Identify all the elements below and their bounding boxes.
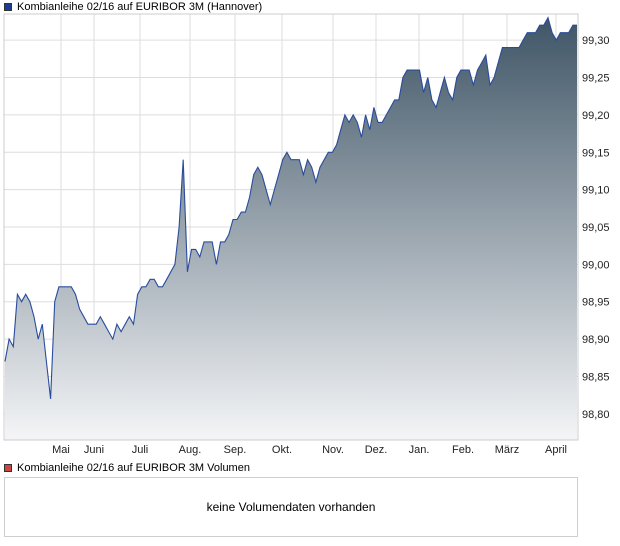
- x-axis-ticks: Mai Juni Juli Aug. Sep. Okt. Nov. Dez. Jan. Feb. M…: [52, 444, 567, 456]
- volume-panel: keine Volumendaten vorhanden: [4, 477, 578, 537]
- y-tick-label: 98,85: [582, 371, 610, 383]
- volume-legend: Kombianleihe 02/16 auf EURIBOR 3M Volume…: [4, 461, 250, 475]
- volume-empty-message: keine Volumendaten vorhanden: [206, 500, 376, 514]
- y-tick-label: 99,10: [582, 185, 610, 197]
- x-tick-label: Dez.: [365, 444, 388, 456]
- x-tick-label: Sep.: [224, 444, 247, 456]
- price-legend: Kombianleihe 02/16 auf EURIBOR 3M (Hanno…: [4, 0, 262, 14]
- x-tick-label: Nov.: [322, 444, 344, 456]
- y-tick-label: 99,30: [582, 35, 610, 47]
- y-tick-label: 98,90: [582, 334, 610, 346]
- x-tick-label: April: [545, 444, 567, 456]
- watermark-text: Ak: [190, 193, 222, 220]
- volume-legend-swatch: [4, 464, 12, 472]
- volume-legend-label: Kombianleihe 02/16 auf EURIBOR 3M Volume…: [17, 462, 250, 474]
- y-tick-label: 99,20: [582, 110, 610, 122]
- x-tick-label: Feb.: [452, 444, 474, 456]
- y-tick-label: 98,95: [582, 297, 610, 309]
- y-tick-label: 99,05: [582, 222, 610, 234]
- y-axis-ticks: 98,80 98,85 98,90 98,95 99,00 99,05 99,10 99,15…: [582, 35, 610, 421]
- price-area: [5, 17, 577, 440]
- y-tick-label: 99,15: [582, 147, 610, 159]
- x-tick-label: Okt.: [272, 444, 292, 456]
- price-chart: Ak 98,80 98,85 98,90 98,95 99,00 99,05 99,10 99…: [3, 13, 610, 456]
- x-tick-label: Jan.: [409, 444, 430, 456]
- y-tick-label: 98,80: [582, 409, 610, 421]
- x-tick-label: März: [495, 444, 519, 456]
- plot-frame: [3, 13, 579, 441]
- y-tick-label: 99,00: [582, 259, 610, 271]
- price-legend-swatch: [4, 3, 12, 11]
- x-tick-label: Juli: [132, 444, 149, 456]
- price-line: [4, 16, 577, 399]
- y-tick-label: 99,25: [582, 73, 610, 85]
- x-tick-label: Mai: [52, 444, 70, 456]
- price-legend-label: Kombianleihe 02/16 auf EURIBOR 3M (Hanno…: [17, 1, 263, 13]
- x-tick-label: Aug.: [179, 444, 202, 456]
- x-tick-label: Juni: [84, 444, 104, 456]
